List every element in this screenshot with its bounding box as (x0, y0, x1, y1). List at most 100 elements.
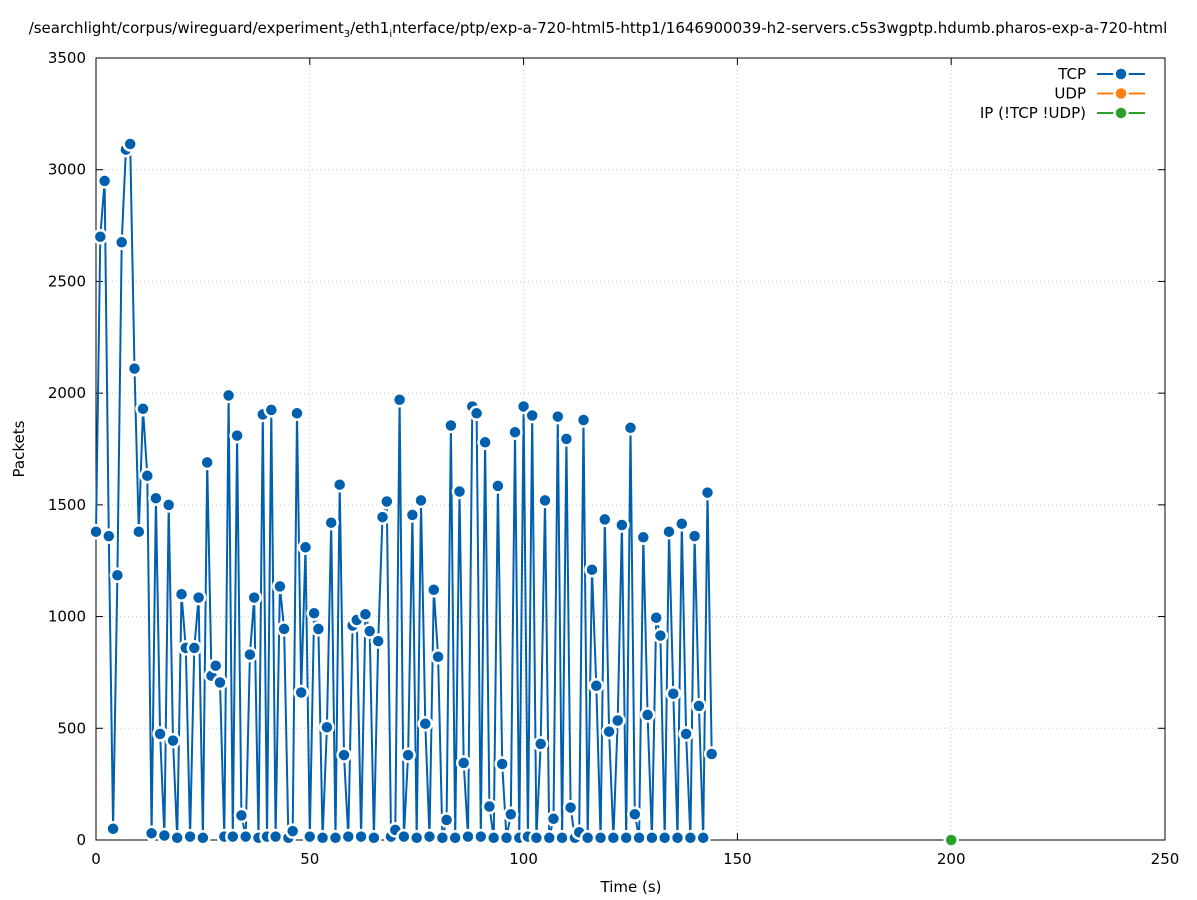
data-point (169, 830, 185, 846)
data-point (494, 756, 510, 772)
data-point (695, 830, 711, 846)
data-point (284, 823, 301, 839)
data-point (699, 484, 716, 501)
data-point (374, 509, 391, 525)
y-tick-label: 0 (76, 831, 86, 849)
data-point (148, 490, 164, 506)
data-point (135, 401, 151, 417)
data-point (391, 392, 408, 408)
data-point (665, 685, 682, 702)
x-tick-label: 150 (723, 850, 752, 868)
data-point (584, 561, 600, 578)
legend-label: UDP (1054, 85, 1086, 103)
data-point (101, 528, 117, 544)
y-tick-label: 1000 (48, 608, 86, 626)
x-axis-label: Time (s) (600, 878, 662, 896)
data-point (682, 830, 699, 846)
data-point (490, 478, 506, 494)
data-point (105, 821, 121, 837)
data-point (413, 492, 429, 509)
data-point (109, 567, 126, 583)
x-tick-label: 250 (1151, 850, 1180, 868)
data-point (229, 427, 245, 444)
data-point (455, 755, 472, 771)
data-point (669, 830, 686, 846)
y-tick-label: 2000 (48, 384, 86, 402)
data-point (400, 747, 416, 763)
data-point (113, 234, 130, 251)
data-point (88, 523, 104, 540)
data-point (323, 514, 339, 531)
x-tick-label: 0 (91, 850, 101, 868)
data-point (237, 828, 254, 845)
data-point (575, 412, 592, 428)
data-point (678, 726, 694, 742)
data-point (370, 633, 386, 649)
data-point (195, 830, 211, 846)
data-point (601, 723, 617, 740)
y-tick-label: 3500 (48, 49, 86, 67)
data-point (597, 511, 613, 528)
data-point (246, 589, 262, 606)
data-point (481, 798, 498, 815)
data-point (417, 716, 434, 732)
series-line (95, 143, 713, 839)
data-point (460, 828, 476, 845)
data-point (122, 136, 138, 152)
data-point (703, 746, 720, 762)
data-point (173, 586, 190, 602)
data-point (186, 640, 203, 656)
data-point (532, 736, 549, 752)
data-point (528, 830, 545, 846)
plot-area (88, 136, 959, 848)
data-point (661, 523, 677, 540)
axis-ticks (95, 57, 1166, 841)
data-point (331, 476, 348, 493)
data-point (131, 523, 147, 540)
data-point (310, 621, 327, 637)
data-point (627, 806, 643, 823)
legend-label: IP (!TCP !UDP) (980, 104, 1086, 122)
data-point (233, 807, 250, 824)
legend-swatch-marker (1113, 66, 1129, 82)
data-point (644, 830, 660, 846)
data-point (554, 830, 570, 846)
data-point (267, 828, 284, 845)
data-point (297, 539, 314, 556)
data-point (225, 828, 241, 845)
data-point (426, 582, 442, 598)
data-point (451, 483, 468, 500)
data-point (430, 649, 446, 665)
data-point (152, 726, 168, 742)
chart-title: /searchlight/corpus/wireguard/experiment… (29, 19, 1168, 40)
data-point (674, 516, 690, 532)
data-point (631, 830, 647, 846)
y-tick-label: 1500 (48, 496, 86, 514)
data-point (686, 528, 703, 544)
data-point (276, 621, 292, 637)
data-point (272, 578, 288, 595)
data-point (289, 405, 305, 422)
data-point (498, 830, 515, 846)
data-point (379, 493, 395, 510)
legend-label: TCP (1057, 65, 1086, 83)
data-point (943, 832, 959, 848)
data-point (396, 828, 412, 845)
data-point (306, 605, 322, 621)
y-axis-label: Packets (10, 420, 28, 477)
data-point (691, 698, 707, 714)
data-point (477, 434, 493, 451)
data-point (652, 627, 669, 644)
data-point (485, 830, 502, 846)
y-tick-label: 500 (57, 719, 86, 737)
data-point (545, 811, 562, 827)
data-point (605, 830, 622, 846)
data-point (160, 497, 177, 513)
data-point (293, 684, 309, 701)
data-point (353, 828, 369, 845)
data-point (319, 719, 335, 735)
data-point (473, 828, 489, 845)
data-point (562, 799, 579, 816)
data-point (503, 806, 519, 823)
